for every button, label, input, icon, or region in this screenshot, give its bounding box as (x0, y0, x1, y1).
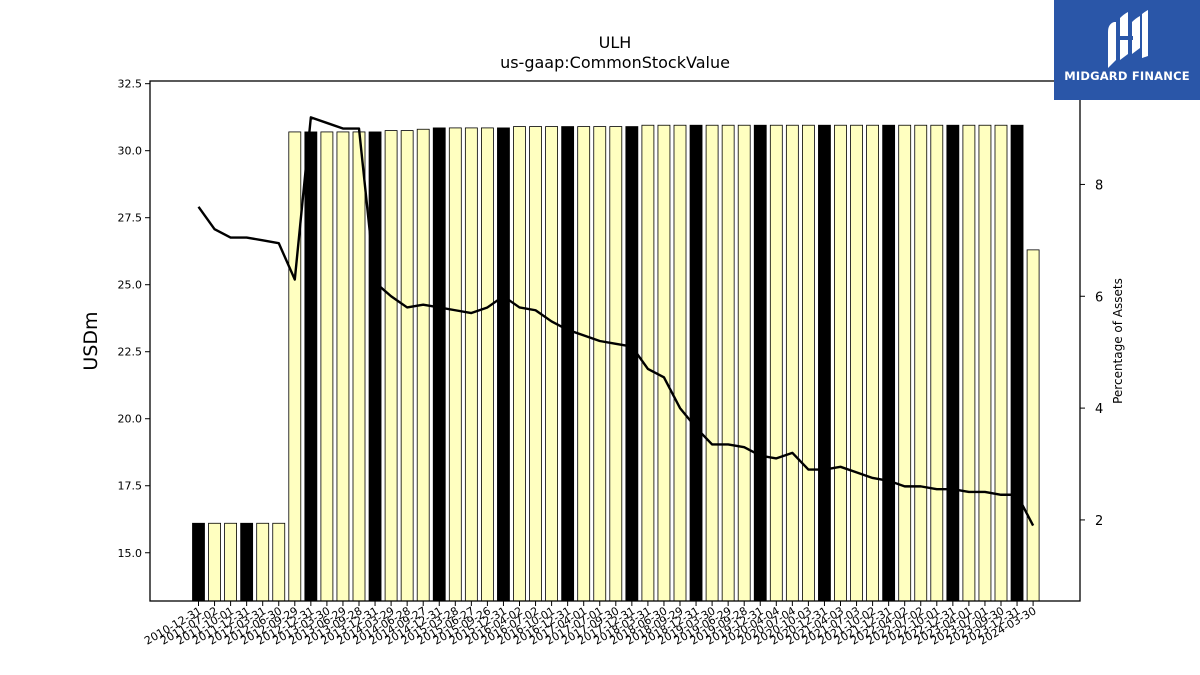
bar-2018-09-29 (673, 124, 687, 602)
brand-logo: MIDGARD FINANCE (1054, 0, 1200, 100)
bar-2017-04-01 (577, 126, 591, 602)
bar-2021-10-02 (866, 124, 879, 602)
bar-2014-06-28 (400, 130, 414, 602)
bars-layer (192, 124, 1040, 602)
bar-2011-07-02 (208, 522, 221, 602)
y2-tick-label: 6 (1095, 290, 1103, 305)
right-axis: 2 4 6 8 (1080, 178, 1103, 529)
bar-2023-04-01 (962, 124, 976, 602)
bar-2014-03-29 (384, 130, 398, 602)
bar-2022-04-02 (898, 124, 912, 602)
bar-2022-12-31 (946, 124, 960, 602)
bar-2015-06-27 (464, 127, 478, 602)
y-tick-label: 25.0 (118, 279, 143, 292)
y2-tick-label: 2 (1095, 514, 1103, 529)
bar-2016-07-02 (529, 126, 542, 602)
bar-2016-12-31 (561, 126, 575, 602)
y2-tick-label: 8 (1095, 178, 1103, 193)
bar-2012-09-29 (288, 131, 302, 602)
percentage-line (197, 116, 1035, 527)
y-tick-label: 15.0 (118, 547, 143, 560)
bar-2017-09-30 (609, 126, 623, 602)
bar-2014-09-27 (416, 128, 430, 602)
bar-2019-03-30 (705, 124, 719, 602)
line-layer (197, 116, 1035, 527)
bar-2018-12-31 (689, 124, 703, 602)
x-axis: 2010-12-312011-07-022011-10-012011-12-31… (142, 601, 1039, 648)
y-tick-label: 17.5 (118, 480, 143, 493)
bar-2022-10-01 (930, 124, 944, 602)
bar-2011-10-01 (224, 522, 238, 602)
bar-2023-12-31 (1010, 124, 1024, 602)
brand-name: MIDGARD FINANCE (1064, 69, 1190, 83)
bar-2012-06-30 (272, 522, 286, 602)
bar-2023-09-30 (994, 124, 1008, 602)
bar-2019-06-29 (721, 124, 735, 602)
bar-2023-07-01 (978, 124, 992, 602)
bar-2024-03-30 (1026, 249, 1040, 602)
bar-2021-04-03 (834, 124, 847, 602)
y-tick-label: 20.0 (118, 413, 143, 426)
bar-2020-04-04 (769, 124, 783, 602)
y-tick-label: 22.5 (118, 346, 143, 359)
bar-2017-07-01 (593, 126, 607, 602)
bar-2012-12-31 (304, 131, 318, 602)
bar-2010-12-31 (192, 522, 205, 602)
bar-2020-07-04 (785, 124, 799, 602)
bar-2016-10-01 (545, 126, 558, 602)
bar-2021-07-03 (850, 124, 863, 602)
bar-2019-12-31 (753, 124, 767, 602)
y-tick-label: 27.5 (118, 212, 143, 225)
plot-frame (149, 80, 1081, 602)
y-tick-label: 32.5 (118, 78, 143, 91)
bar-2011-12-31 (240, 522, 254, 602)
y2-axis-label: Percentage of Assets (1111, 278, 1125, 404)
bar-2020-12-31 (818, 124, 831, 602)
bar-2020-10-03 (802, 124, 815, 602)
bar-2017-12-31 (625, 126, 639, 602)
bar-2015-12-31 (497, 127, 510, 602)
y-axis-label: USDm (80, 311, 102, 370)
bar-2012-03-31 (256, 522, 270, 602)
bar-2015-03-28 (448, 127, 462, 602)
bar-2022-07-02 (914, 124, 928, 602)
chart-subtitle: us-gaap:CommonStockValue (500, 53, 730, 72)
bar-2015-09-26 (480, 127, 494, 602)
bar-2014-12-31 (432, 127, 446, 602)
left-axis: 15.0 17.5 20.0 22.5 25.0 27.5 30.0 32.5 (118, 78, 150, 560)
chart-title: ULH (599, 33, 632, 52)
bar-2013-09-28 (352, 131, 366, 602)
bar-2016-04-02 (513, 126, 526, 602)
y-tick-label: 30.0 (118, 145, 143, 158)
y2-tick-label: 4 (1095, 402, 1103, 417)
bar-2019-09-28 (737, 124, 751, 602)
midgard-logo-icon (1108, 10, 1148, 68)
bar-2018-06-30 (657, 124, 671, 602)
bar-2013-06-29 (336, 131, 350, 602)
bar-2013-03-30 (320, 131, 334, 602)
bar-2013-12-31 (368, 131, 382, 602)
bar-2021-12-31 (882, 124, 896, 602)
